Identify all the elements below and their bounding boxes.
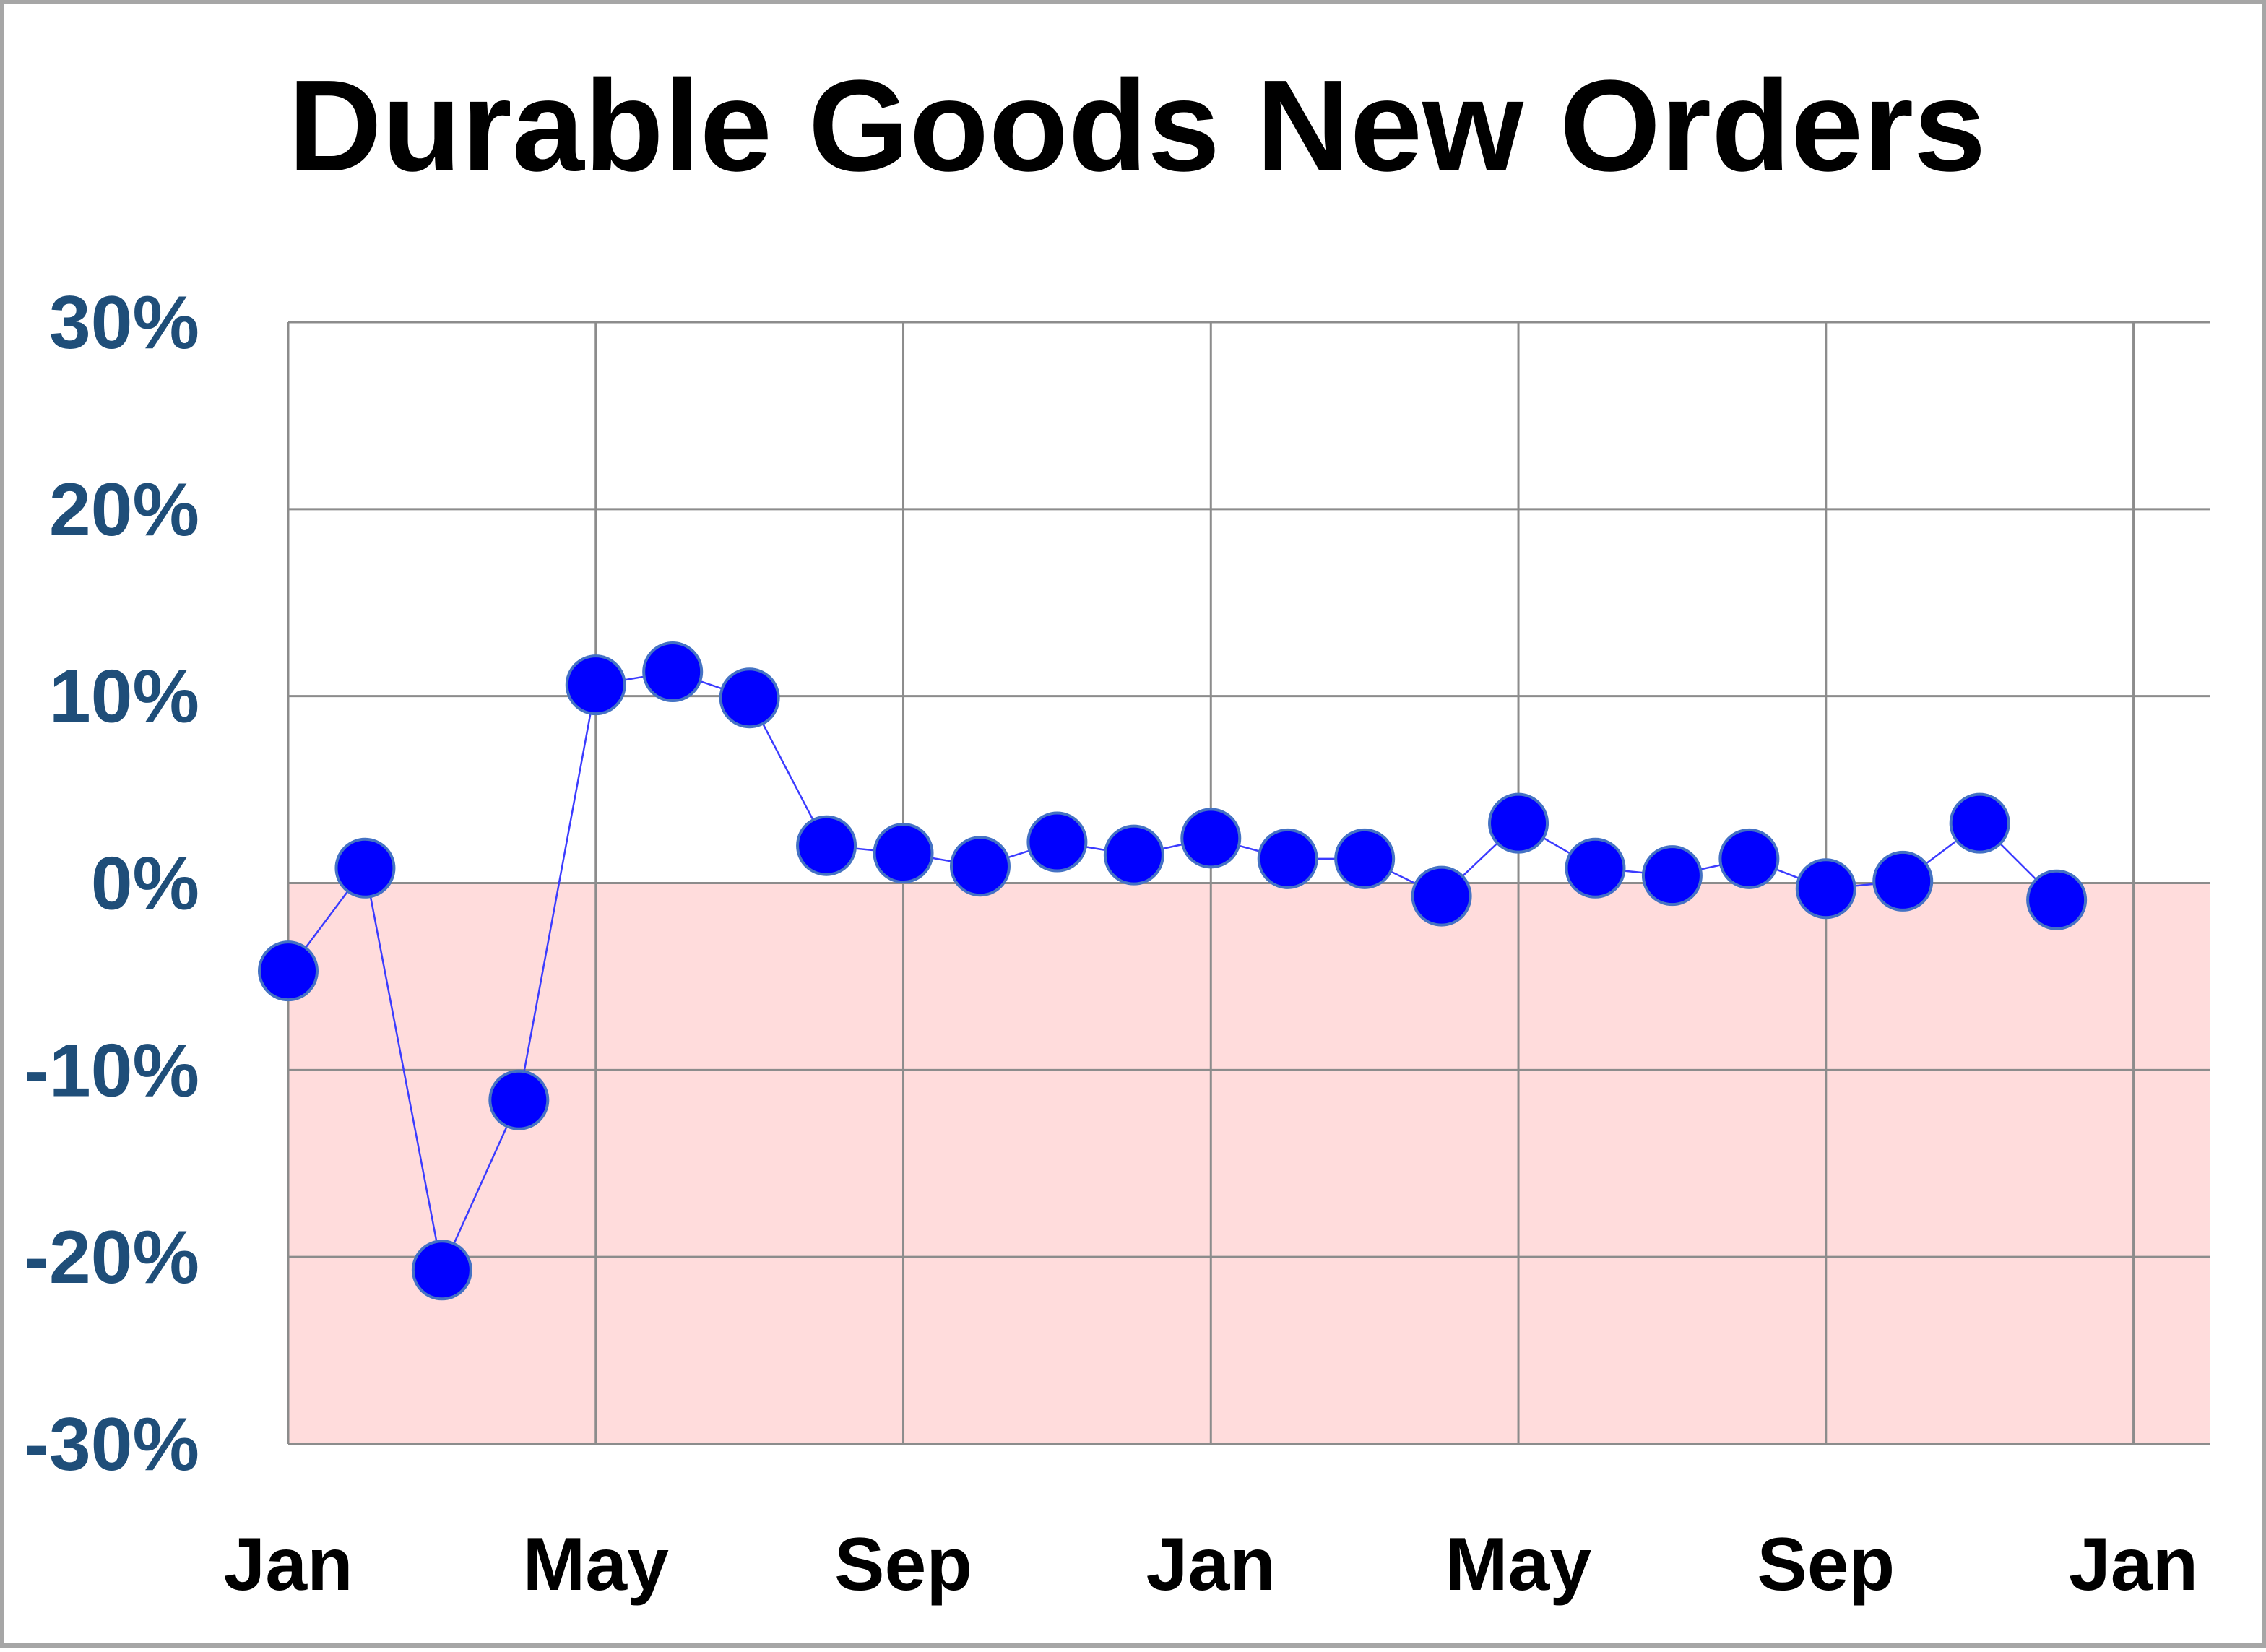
data-point bbox=[1565, 837, 1626, 899]
x-tick-label: Sep bbox=[1757, 1523, 1895, 1606]
x-tick-label: Jan bbox=[2069, 1523, 2198, 1606]
data-point bbox=[949, 836, 1011, 897]
y-tick-label: 10% bbox=[49, 655, 199, 739]
x-tick-label: May bbox=[1445, 1523, 1591, 1606]
y-tick-label: -10% bbox=[24, 1029, 199, 1112]
data-point bbox=[334, 837, 396, 899]
x-tick-label: May bbox=[523, 1523, 669, 1606]
data-point bbox=[1411, 865, 1472, 927]
data-point bbox=[719, 667, 780, 729]
data-point bbox=[1641, 845, 1703, 907]
data-point bbox=[1257, 828, 1318, 889]
data-point bbox=[1103, 824, 1164, 886]
data-point bbox=[1180, 808, 1242, 869]
y-tick-label: -20% bbox=[24, 1216, 199, 1299]
y-tick-label: 20% bbox=[49, 468, 199, 552]
chart-svg: Durable Goods New Orders 30% 20% 10% 0% -10%… bbox=[24, 53, 2210, 1606]
data-point bbox=[488, 1069, 550, 1130]
y-tick-label: 0% bbox=[91, 842, 199, 926]
negative-region-shade bbox=[288, 883, 2210, 1444]
y-tick-label: -30% bbox=[24, 1403, 199, 1487]
data-point bbox=[258, 940, 319, 1002]
data-point bbox=[873, 823, 934, 884]
x-tick-label: Jan bbox=[223, 1523, 353, 1606]
data-point bbox=[411, 1240, 472, 1301]
x-tick-label: Sep bbox=[834, 1523, 972, 1606]
x-tick-label: Jan bbox=[1146, 1523, 1276, 1606]
data-point bbox=[2026, 869, 2088, 930]
data-point bbox=[1718, 828, 1780, 889]
data-point bbox=[1026, 811, 1088, 873]
chart-title: Durable Goods New Orders bbox=[288, 53, 1986, 199]
data-point bbox=[796, 815, 857, 876]
plot-area: 30% 20% 10% 0% -10% -20% -30% Jan May Sep Jan May Se… bbox=[24, 281, 2210, 1606]
y-tick-label: 30% bbox=[49, 281, 199, 365]
data-point bbox=[1334, 828, 1396, 889]
data-point bbox=[642, 641, 704, 703]
data-point bbox=[1949, 792, 2010, 854]
data-point bbox=[565, 654, 626, 716]
data-point bbox=[1872, 850, 1934, 912]
data-point bbox=[1488, 792, 1549, 854]
data-point bbox=[1795, 858, 1856, 920]
